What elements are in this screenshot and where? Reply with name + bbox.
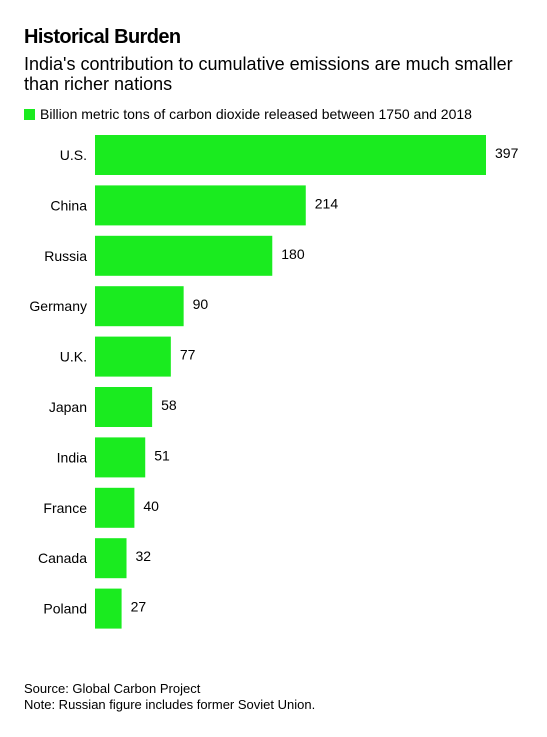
category-label: Canada (38, 550, 87, 566)
bar (95, 286, 184, 327)
value-label: 27 (131, 599, 147, 615)
chart-footer: Source: Global Carbon Project Note: Russ… (24, 681, 315, 713)
value-label: 180 (281, 246, 305, 262)
value-label: 214 (315, 195, 339, 211)
legend-swatch (24, 108, 35, 120)
legend-label: Billion metric tons of carbon dioxide re… (40, 106, 472, 122)
footnote: Note: Russian figure includes former Sov… (24, 697, 316, 712)
value-label: 90 (193, 296, 209, 312)
value-label: 32 (136, 548, 152, 564)
category-label: U.S. (60, 147, 87, 163)
bar (95, 336, 171, 377)
legend: Billion metric tons of carbon dioxide re… (24, 106, 472, 122)
bar-chart: U.S. 397 China 214 Russia 180 Germany 90 U.K. 77 J… (29, 135, 519, 629)
chart-subtitle: India's contribution to cumulative emiss… (24, 54, 513, 94)
category-label: Poland (43, 601, 87, 617)
bar (95, 387, 153, 427)
bar (95, 437, 146, 478)
value-label: 397 (495, 145, 519, 161)
bar (95, 487, 135, 528)
category-label: Germany (29, 298, 87, 314)
value-label: 77 (180, 347, 196, 363)
category-label: France (43, 500, 87, 516)
bar (95, 185, 306, 226)
bar (95, 588, 122, 629)
category-label: Japan (49, 399, 87, 415)
bar (95, 235, 273, 276)
category-label: U.K. (60, 349, 87, 365)
value-label: 51 (154, 447, 170, 463)
source-note: Source: Global Carbon Project (24, 681, 201, 696)
value-label: 40 (143, 498, 159, 514)
category-label: Russia (44, 248, 87, 264)
category-label: China (50, 197, 87, 213)
value-label: 58 (161, 397, 177, 413)
category-label: India (57, 449, 88, 465)
bar (95, 538, 127, 579)
bar (95, 135, 486, 175)
chart-title: Historical Burden (24, 26, 181, 48)
